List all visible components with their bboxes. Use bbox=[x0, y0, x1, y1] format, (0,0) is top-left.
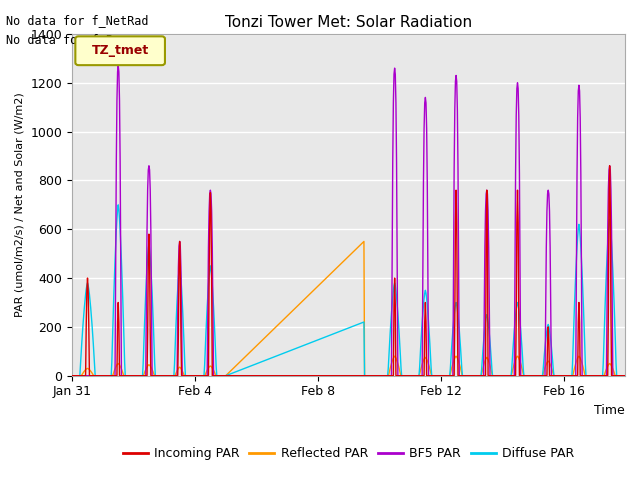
Text: No data for f_Pyran: No data for f_Pyran bbox=[6, 34, 142, 47]
Title: Tonzi Tower Met: Solar Radiation: Tonzi Tower Met: Solar Radiation bbox=[225, 15, 472, 30]
X-axis label: Time: Time bbox=[595, 404, 625, 417]
Text: TZ_tmet: TZ_tmet bbox=[92, 44, 148, 57]
Y-axis label: PAR (umol/m2/s) / Net and Solar (W/m2): PAR (umol/m2/s) / Net and Solar (W/m2) bbox=[15, 93, 25, 317]
Text: No data for f_NetRad: No data for f_NetRad bbox=[6, 14, 149, 27]
Legend: Incoming PAR, Reflected PAR, BF5 PAR, Diffuse PAR: Incoming PAR, Reflected PAR, BF5 PAR, Di… bbox=[118, 442, 580, 465]
